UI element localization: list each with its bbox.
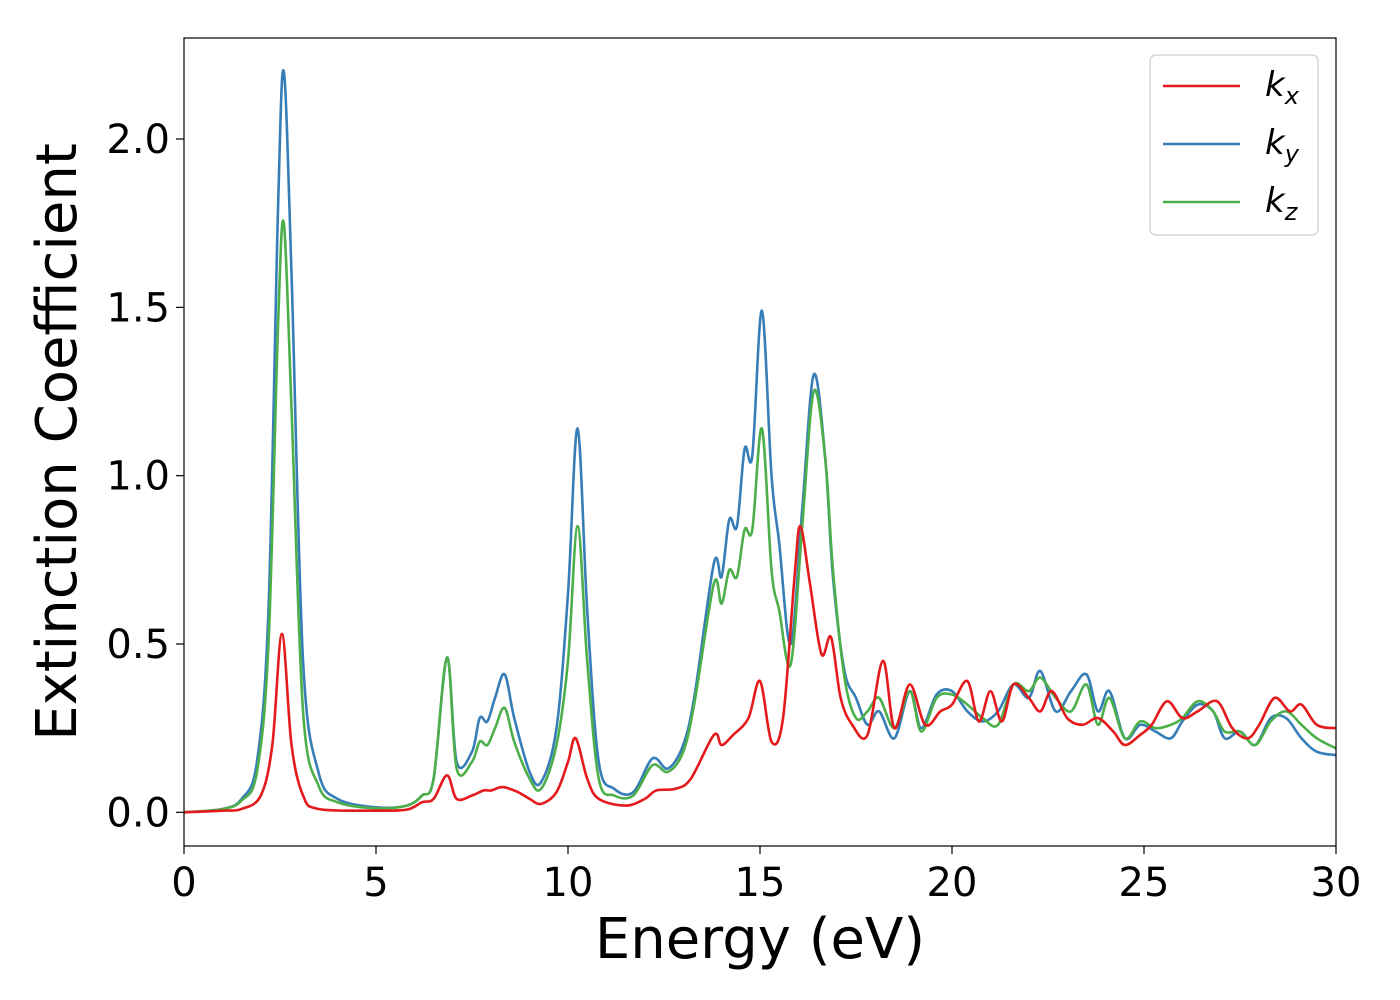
y-tick-label: 0.0 — [106, 790, 170, 836]
series-layer — [184, 68, 1336, 814]
y-axis-ticks: 0.0 0.5 1.0 1.5 2.0 — [106, 117, 184, 836]
y-tick-label: 2.0 — [106, 117, 170, 163]
legend-label-ky: ky — [1265, 123, 1300, 168]
x-tick-label: 30 — [1311, 860, 1362, 906]
x-tick-label: 10 — [543, 860, 594, 906]
y-tick-label: 1.5 — [106, 285, 170, 331]
series-line-kz — [184, 219, 1336, 814]
x-tick-label: 0 — [171, 860, 196, 906]
legend-label-kx: kx — [1265, 65, 1300, 110]
series-line-kx — [184, 524, 1336, 814]
x-axis-ticks: 0 5 10 15 20 25 30 — [171, 846, 1361, 906]
x-tick-label: 20 — [927, 860, 978, 906]
y-axis-title: Extinction Coefficient — [25, 143, 90, 741]
y-tick-label: 0.5 — [106, 622, 170, 668]
y-tick-label: 1.0 — [106, 454, 170, 500]
x-axis-title: Energy (eV) — [595, 907, 925, 972]
x-tick-label: 5 — [363, 860, 388, 906]
x-tick-label: 25 — [1119, 860, 1170, 906]
legend-label-kz: kz — [1265, 181, 1299, 226]
x-tick-label: 15 — [735, 860, 786, 906]
legend: kx ky kz — [1149, 54, 1319, 236]
